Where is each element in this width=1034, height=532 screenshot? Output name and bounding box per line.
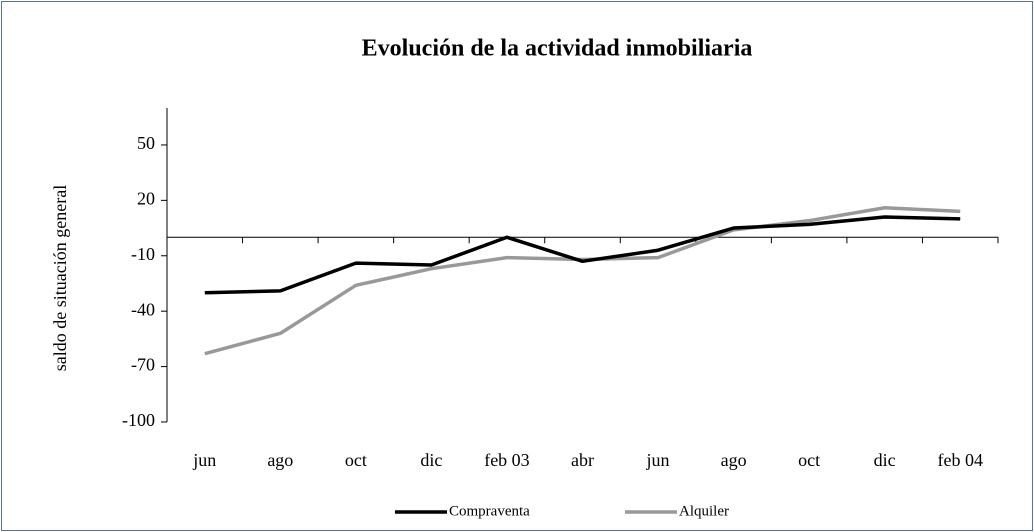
x-tick-label: jun: [646, 450, 670, 470]
y-tick-label: -100: [122, 410, 155, 430]
y-tick-label: 20: [137, 188, 155, 208]
x-tick-label: feb 04: [937, 450, 982, 470]
legend-label: Compraventa: [449, 503, 530, 519]
x-tick-label: abr: [571, 450, 594, 470]
x-tick-label: feb 03: [484, 450, 529, 470]
x-tick-label: jun: [192, 450, 216, 470]
y-tick-label: -40: [131, 299, 155, 319]
y-axis-label: saldo de situación general: [50, 185, 70, 371]
x-tick-label: ago: [267, 450, 293, 470]
y-tick-label: 50: [137, 133, 155, 153]
series-line: [204, 215, 961, 295]
x-tick-label: oct: [345, 450, 367, 470]
x-tick-label: dic: [874, 450, 896, 470]
x-tick-label: oct: [798, 450, 820, 470]
y-tick-label: -70: [131, 355, 155, 375]
legend-label: Alquiler: [679, 503, 729, 519]
series-line: [204, 205, 961, 356]
x-tick-label: ago: [721, 450, 747, 470]
chart-title: Evolución de la actividad inmobiliaria: [362, 36, 753, 62]
y-tick-label: -10: [131, 244, 155, 264]
x-tick-label: dic: [420, 450, 442, 470]
